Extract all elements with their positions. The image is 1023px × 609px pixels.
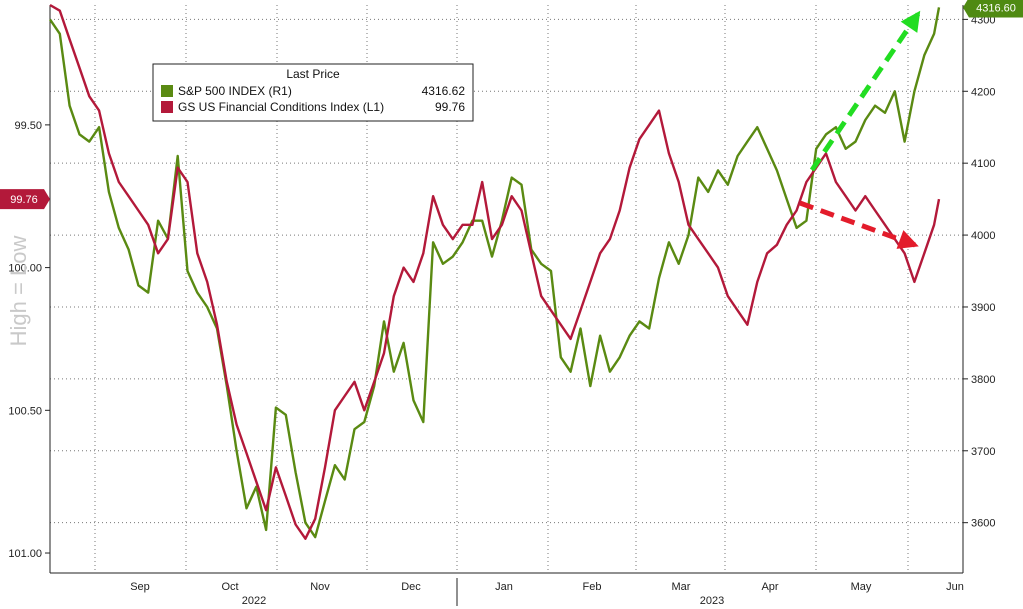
legend-swatch-1 — [161, 101, 173, 113]
right-tick-label-2: 4100 — [971, 158, 995, 170]
legend-swatch-0 — [161, 85, 173, 97]
left-tick-label-2: 100.50 — [8, 405, 42, 417]
x-month-label-8: May — [851, 581, 872, 593]
legend-label-0: S&P 500 INDEX (R1) — [178, 84, 292, 98]
legend-value-0: 4316.62 — [422, 84, 466, 98]
right-tick-label-6: 3700 — [971, 446, 995, 458]
right-tick-label-3: 4000 — [971, 230, 995, 242]
right-value-badge — [963, 0, 1023, 18]
x-month-label-4: Jan — [495, 581, 513, 593]
annotation-arrow-line-0 — [809, 12, 921, 172]
x-month-label-6: Mar — [672, 581, 691, 593]
right-tick-label-1: 4200 — [971, 86, 995, 98]
x-month-label-3: Dec — [401, 581, 421, 593]
left-tick-label-0: 99.50 — [14, 120, 42, 132]
right-tick-label-7: 3600 — [971, 518, 995, 530]
x-month-label-2: Nov — [310, 581, 330, 593]
legend-value-1: 99.76 — [435, 100, 465, 114]
legend-title: Last Price — [286, 67, 340, 81]
legend-box — [152, 63, 474, 122]
right-tick-label-4: 3900 — [971, 302, 995, 314]
series-line-1 — [49, 3, 941, 540]
y-axis-caption: High = Low — [6, 236, 31, 347]
left-tick-label-3: 101.00 — [8, 548, 42, 560]
annotation-arrow-head-0 — [900, 10, 921, 33]
x-year-label-0: 2022 — [242, 595, 266, 607]
x-month-label-0: Sep — [130, 581, 150, 593]
left-value-badge — [0, 189, 50, 210]
left-value-badge-text: 99.76 — [10, 194, 38, 206]
x-month-label-1: Oct — [221, 581, 238, 593]
annotation-arrow-head-1 — [896, 230, 919, 249]
series-line-0 — [49, 7, 941, 539]
left-tick-label-1: 100.00 — [8, 263, 42, 275]
legend-label-1: GS US Financial Conditions Index (L1) — [178, 100, 384, 114]
x-month-label-5: Feb — [583, 581, 602, 593]
right-tick-label-5: 3800 — [971, 374, 995, 386]
x-month-label-9: Jun — [946, 581, 964, 593]
x-month-label-7: Apr — [761, 581, 778, 593]
x-year-label-1: 2023 — [700, 595, 724, 607]
right-value-badge-text: 4316.60 — [976, 2, 1016, 14]
